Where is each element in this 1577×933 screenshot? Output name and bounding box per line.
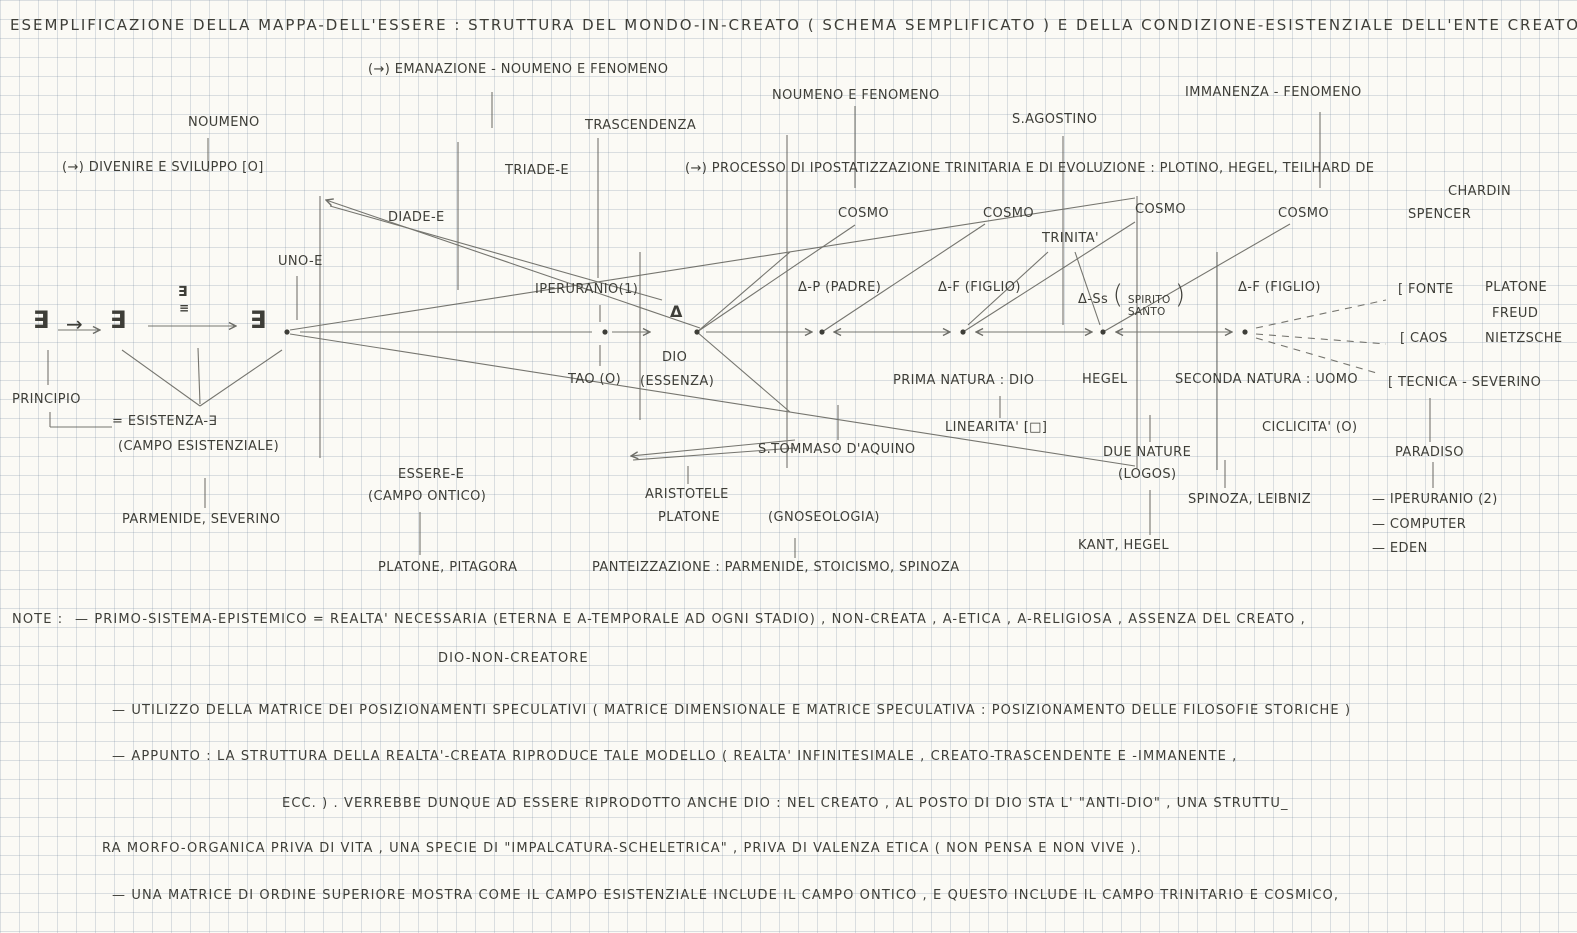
note-3-line-2: ECC. ) . VERREBBE DUNQUE AD ESSERE RIPRO… [282, 796, 1289, 811]
label-cosmo-1: COSMO [838, 206, 890, 221]
note-3-line-1: — APPUNTO : LA STRUTTURA DELLA REALTA'-C… [112, 749, 1238, 764]
label-chardin: CHARDIN [1448, 184, 1512, 199]
label-linearita: LINEARITA' [□] [945, 420, 1048, 435]
label-immanenza-fenomeno: IMMANENZA - FENOMENO [1185, 85, 1362, 100]
axis-nodes [284, 329, 1248, 335]
structure-lines [47, 92, 1434, 558]
label-triade: TRIADE-E [505, 163, 570, 178]
label-aristotele: ARISTOTELE [645, 487, 729, 502]
note-1-line-2: DIO-NON-CREATORE [438, 651, 589, 666]
label-s-agostino: S.AGOSTINO [1012, 112, 1098, 127]
label-gnoseologia: (GNOSEOLOGIA) [768, 510, 880, 525]
paren-close: ) [1174, 280, 1186, 310]
label-processo: (→) PROCESSO DI IPOSTATIZZAZIONE TRINITA… [685, 161, 1375, 176]
label-platone-fonte: PLATONE [1485, 280, 1548, 295]
label-parmenide-severino: PARMENIDE, SEVERINO [122, 512, 281, 527]
label-uno-e: UNO-E [278, 254, 323, 269]
symbol-exists-small: ∃ [178, 284, 188, 300]
label-santo: SANTO [1127, 306, 1166, 319]
label-trascendenza: TRASCENDENZA [585, 118, 697, 133]
note-4: — UNA MATRICE DI ORDINE SUPERIORE MOSTRA… [112, 888, 1340, 903]
label-cosmo-2: COSMO [983, 206, 1035, 221]
label-s-tommaso: S.TOMMASO D'AQUINO [758, 442, 916, 457]
label-delta-spirito-santo: Δ-Ss ( SPIRITO SANTO ) [1078, 280, 1186, 318]
symbol-exists-3: ∃ [250, 306, 267, 334]
label-due-nature: DUE NATURE [1103, 445, 1192, 460]
page-title: ESEMPLIFICAZIONE DELLA MAPPA-DELL'ESSERE… [10, 16, 1577, 34]
label-iperuranio-1: IPERURANIO(1) [535, 282, 639, 297]
label-principio: PRINCIPIO [12, 392, 81, 407]
note-3-line-3: RA MORFO-ORGANICA PRIVA DI VITA , UNA SP… [102, 841, 1142, 856]
label-campo-ontico: (CAMPO ONTICO) [368, 489, 487, 504]
label-computer: — COMPUTER [1372, 517, 1467, 532]
label-emanazione: (→) EMANAZIONE - NOUMENO E FENOMENO [368, 62, 669, 77]
symbol-arrow-1: → [66, 312, 84, 336]
label-dss: Δ-Ss [1078, 292, 1109, 307]
label-campo-esistenziale: (CAMPO ESISTENZIALE) [118, 439, 280, 454]
label-divenire: (→) DIVENIRE E SVILUPPO [O] [62, 160, 264, 175]
label-trinita: TRINITA' [1042, 231, 1099, 246]
label-delta-figlio-2: Δ-F (FIGLIO) [1238, 280, 1321, 295]
label-caos: [ CAOS [1400, 331, 1448, 346]
label-spinoza-leibniz: SPINOZA, LEIBNIZ [1188, 492, 1312, 507]
label-seconda-natura: SECONDA NATURA : UOMO [1175, 372, 1359, 387]
label-iperuranio-2: — IPERURANIO (2) [1372, 492, 1498, 507]
label-delta-figlio-1: Δ-F (FIGLIO) [938, 280, 1021, 295]
label-spencer: SPENCER [1408, 207, 1472, 222]
label-nietzsche: NIETZSCHE [1485, 331, 1563, 346]
label-kant-hegel: KANT, HEGEL [1078, 538, 1170, 553]
label-essenza: (ESSENZA) [640, 374, 715, 389]
label-esistenza: = ESISTENZA-∃ [112, 414, 218, 429]
label-fonte: [ FONTE [1398, 282, 1454, 297]
label-eden: — EDEN [1372, 541, 1428, 556]
label-logos: (LOGOS) [1118, 467, 1177, 482]
symbol-exists-2: ∃ [110, 306, 127, 334]
symbol-equiv: ≡ [179, 301, 190, 315]
label-cosmo-3: COSMO [1135, 202, 1187, 217]
label-freud: FREUD [1492, 306, 1539, 321]
label-tao: TAO (O) [568, 372, 622, 387]
label-panteizzazione: PANTEIZZAZIONE : PARMENIDE, STOICISMO, S… [592, 560, 960, 575]
symbol-exists-1: ∃ [33, 306, 50, 334]
label-hegel: HEGEL [1082, 372, 1128, 387]
label-paradiso: PARADISO [1395, 445, 1464, 460]
paren-open: ( [1112, 280, 1124, 310]
label-platone-pitagora: PLATONE, PITAGORA [378, 560, 518, 575]
note-1-line-1: — PRIMO-SISTEMA-EPISTEMICO = REALTA' NEC… [75, 612, 1306, 627]
label-prima-natura: PRIMA NATURA : DIO [893, 373, 1035, 388]
label-noumeno-fenomeno: NOUMENO E FENOMENO [772, 88, 940, 103]
label-cosmo-4: COSMO [1278, 206, 1330, 221]
label-ciclicita: CICLICITA' (O) [1262, 420, 1358, 435]
label-diade: DIADE-E [388, 210, 445, 225]
label-dio: DIO [662, 350, 688, 365]
label-spirito: SPIRITO [1127, 294, 1171, 306]
label-noumeno: NOUMENO [188, 115, 260, 130]
label-essere-e: ESSERE-E [398, 467, 465, 482]
label-delta-node: Δ [670, 302, 683, 321]
label-tecnica-severino: [ TECNICA - SEVERINO [1388, 375, 1542, 390]
note-2: — UTILIZZO DELLA MATRICE DEI POSIZIONAME… [112, 703, 1352, 718]
notes-heading: NOTE : [12, 612, 64, 627]
label-delta-padre: Δ-P (PADRE) [798, 280, 882, 295]
spirito-santo-stack: SPIRITO SANTO [1128, 294, 1171, 318]
label-platone: PLATONE [658, 510, 721, 525]
